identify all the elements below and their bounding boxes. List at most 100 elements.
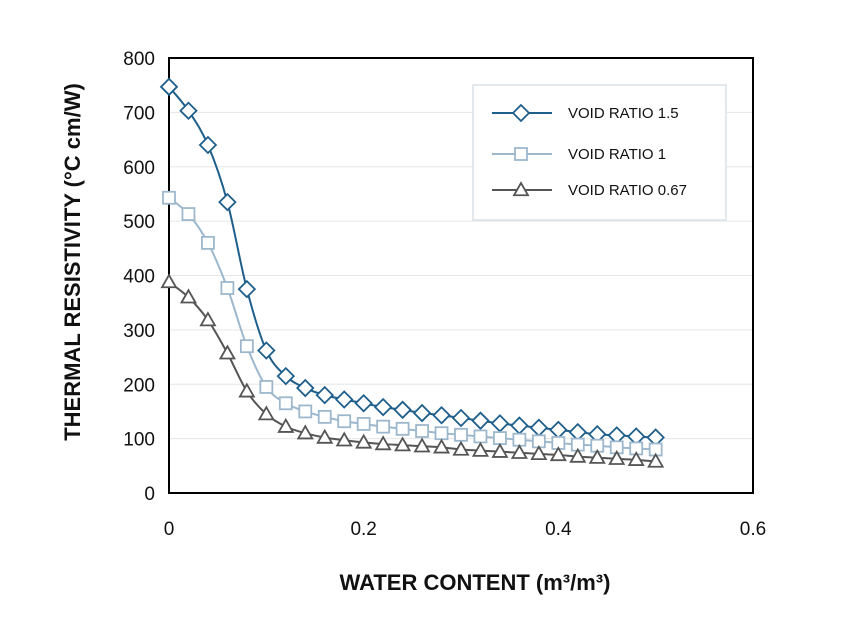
- y-tick-label: 700: [123, 103, 155, 124]
- x-tick-label: 0: [164, 519, 175, 540]
- data-point: [549, 446, 567, 462]
- data-point: [512, 432, 527, 447]
- data-point: [295, 378, 315, 398]
- data-point: [201, 235, 215, 250]
- x-tick-label: 0.6: [740, 519, 766, 540]
- x-tick-label: 0.2: [350, 519, 376, 540]
- y-tick-label: 800: [123, 49, 155, 70]
- data-point: [198, 135, 218, 155]
- data-point: [218, 192, 237, 212]
- data-point: [569, 447, 587, 463]
- data-point: [412, 403, 432, 423]
- data-point: [316, 428, 334, 444]
- y-tick-label: 400: [123, 267, 155, 288]
- series-void-ratio-0-67: [160, 273, 665, 468]
- data-point: [374, 435, 392, 451]
- data-point: [317, 409, 332, 424]
- data-point: [218, 344, 236, 360]
- data-point: [355, 433, 373, 449]
- data-point: [511, 103, 531, 123]
- data-point: [276, 366, 296, 386]
- data-point: [179, 288, 198, 304]
- legend: VOID RATIO 1.5 VOID RATIO 1 VOID RATIO 0.6…: [472, 84, 727, 221]
- data-point: [415, 424, 429, 438]
- data-point: [179, 101, 198, 121]
- data-point: [529, 418, 549, 438]
- data-point: [452, 440, 470, 456]
- y-axis-ticks: 0 100 200 300 400 500 600 700 800: [123, 49, 155, 505]
- x-axis-ticks: 0 0.2 0.4 0.6: [164, 519, 767, 540]
- data-point: [181, 207, 196, 221]
- series-void-ratio-1: [162, 190, 663, 457]
- data-point: [451, 408, 471, 428]
- series-layer: [159, 77, 665, 468]
- data-point: [413, 437, 431, 453]
- y-tick-label: 300: [123, 321, 155, 342]
- legend-items: VOID RATIO 1.5 VOID RATIO 1 VOID RATIO 0.6…: [492, 103, 687, 199]
- data-point: [434, 426, 449, 441]
- data-point: [510, 416, 529, 435]
- data-point: [491, 442, 509, 458]
- data-point: [277, 417, 295, 433]
- data-point: [530, 445, 548, 461]
- y-axis-title: THERMAL RESISTIVITY (°C cm/W): [60, 83, 85, 441]
- legend-label: VOID RATIO 1: [568, 146, 666, 163]
- x-tick-label: 0.4: [545, 519, 572, 540]
- data-point: [432, 438, 451, 454]
- y-tick-label: 200: [123, 375, 155, 396]
- data-point: [549, 420, 568, 440]
- data-point: [627, 451, 645, 466]
- series-void-ratio-1-5: [159, 77, 665, 447]
- data-point: [239, 339, 254, 354]
- legend-entry: VOID RATIO 1: [492, 146, 666, 163]
- data-point: [237, 279, 257, 299]
- legend-label: VOID RATIO 0.67: [568, 182, 687, 199]
- data-point: [315, 385, 335, 405]
- data-point: [376, 419, 391, 434]
- legend-entry: VOID RATIO 1.5: [492, 103, 679, 123]
- x-axis-title: WATER CONTENT (m³/m³): [340, 570, 611, 595]
- data-point: [199, 311, 217, 327]
- legend-label: VOID RATIO 1.5: [568, 105, 679, 122]
- data-point: [490, 414, 510, 433]
- y-tick-label: 100: [123, 430, 155, 451]
- data-point: [395, 421, 410, 436]
- data-point: [473, 429, 488, 444]
- data-point: [337, 414, 352, 429]
- data-point: [514, 147, 528, 161]
- data-point: [432, 405, 451, 425]
- data-point: [278, 396, 293, 411]
- data-point: [373, 397, 393, 417]
- data-point: [257, 405, 275, 421]
- data-point: [335, 431, 353, 447]
- data-point: [259, 380, 274, 394]
- data-point: [160, 273, 178, 289]
- data-point: [334, 390, 354, 409]
- data-point: [162, 190, 176, 205]
- data-point: [510, 443, 528, 459]
- data-point: [257, 341, 276, 360]
- data-point: [568, 422, 588, 442]
- data-point: [220, 281, 235, 295]
- y-tick-label: 500: [123, 212, 155, 233]
- data-point: [159, 77, 179, 97]
- data-point: [512, 181, 530, 197]
- data-point: [588, 448, 606, 464]
- data-point: [647, 452, 665, 468]
- data-point: [354, 394, 373, 413]
- data-point: [608, 449, 626, 465]
- y-tick-label: 0: [144, 484, 155, 505]
- data-point: [394, 436, 412, 452]
- data-point: [454, 427, 468, 442]
- data-point: [493, 431, 507, 445]
- legend-entry: VOID RATIO 0.67: [492, 181, 687, 199]
- data-point: [238, 382, 256, 398]
- data-point: [471, 411, 490, 430]
- y-tick-label: 600: [123, 158, 155, 179]
- data-point: [393, 400, 412, 420]
- data-point: [296, 424, 314, 440]
- data-point: [471, 441, 490, 457]
- data-point: [298, 404, 313, 419]
- data-point: [356, 417, 371, 431]
